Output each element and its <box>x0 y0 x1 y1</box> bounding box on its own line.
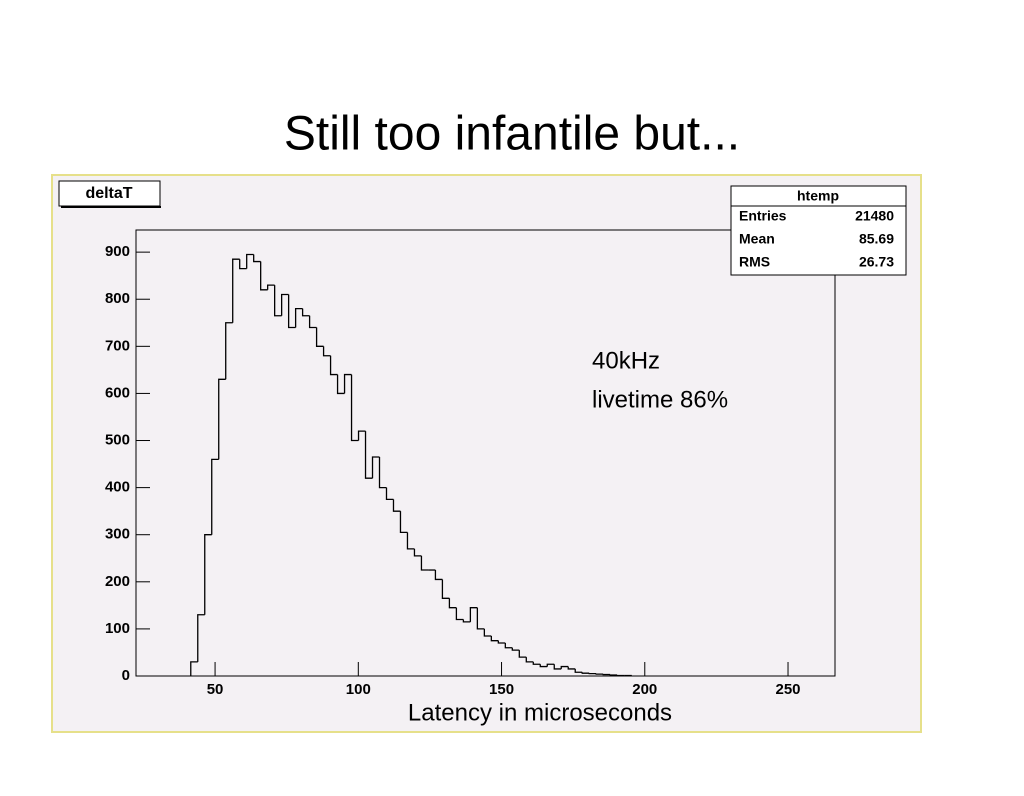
x-tick-label: 150 <box>489 681 514 698</box>
y-tick-label: 500 <box>105 431 130 448</box>
annotation: 40kHz <box>592 347 660 374</box>
stats-value: 21480 <box>855 208 894 224</box>
y-tick-label: 700 <box>105 337 130 354</box>
y-tick-label: 800 <box>105 290 130 307</box>
x-axis-label: Latency in microseconds <box>408 699 672 726</box>
hist-title: deltaT <box>85 185 132 202</box>
x-tick-label: 50 <box>207 681 224 698</box>
x-tick-label: 200 <box>632 681 657 698</box>
y-tick-label: 200 <box>105 573 130 590</box>
y-tick-label: 900 <box>105 243 130 260</box>
slide-title: Still too infantile but... <box>284 108 740 161</box>
x-tick-label: 100 <box>346 681 371 698</box>
stats-label: Entries <box>739 208 787 224</box>
y-tick-label: 0 <box>122 667 130 684</box>
stats-value: 85.69 <box>859 231 894 247</box>
x-tick-label: 250 <box>776 681 801 698</box>
stats-value: 26.73 <box>859 254 894 270</box>
annotation: livetime 86% <box>592 386 728 413</box>
y-tick-label: 600 <box>105 384 130 401</box>
y-tick-label: 100 <box>105 620 130 637</box>
stats-label: Mean <box>739 231 775 247</box>
y-tick-label: 400 <box>105 479 130 496</box>
stats-title: htemp <box>797 188 839 204</box>
plot-frame <box>136 230 835 676</box>
stats-label: RMS <box>739 254 770 270</box>
y-tick-label: 300 <box>105 526 130 543</box>
